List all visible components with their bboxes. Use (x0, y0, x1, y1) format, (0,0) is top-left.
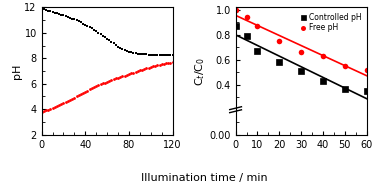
Free pH (364, 69, 369, 71)
Controlled pH (299, 70, 304, 72)
Y-axis label: C$_t$/C$_0$: C$_t$/C$_0$ (193, 56, 206, 86)
Controlled pH (364, 90, 369, 92)
Controlled pH (277, 61, 282, 63)
Free pH (244, 16, 249, 19)
Free pH (277, 40, 282, 42)
Controlled pH (244, 35, 249, 37)
Free pH (255, 25, 260, 27)
Legend: Controlled pH, Free pH: Controlled pH, Free pH (299, 11, 363, 34)
Controlled pH (342, 87, 347, 90)
Controlled pH (233, 25, 238, 27)
Free pH (321, 55, 325, 57)
Text: Illumination time / min: Illumination time / min (141, 173, 267, 183)
Line: Free pH: Free pH (233, 7, 369, 73)
Free pH (342, 65, 347, 67)
Free pH (233, 9, 238, 11)
Controlled pH (321, 80, 325, 82)
Line: Controlled pH: Controlled pH (233, 23, 369, 94)
Y-axis label: pH: pH (12, 63, 22, 79)
Controlled pH (255, 50, 260, 52)
Free pH (299, 51, 304, 53)
